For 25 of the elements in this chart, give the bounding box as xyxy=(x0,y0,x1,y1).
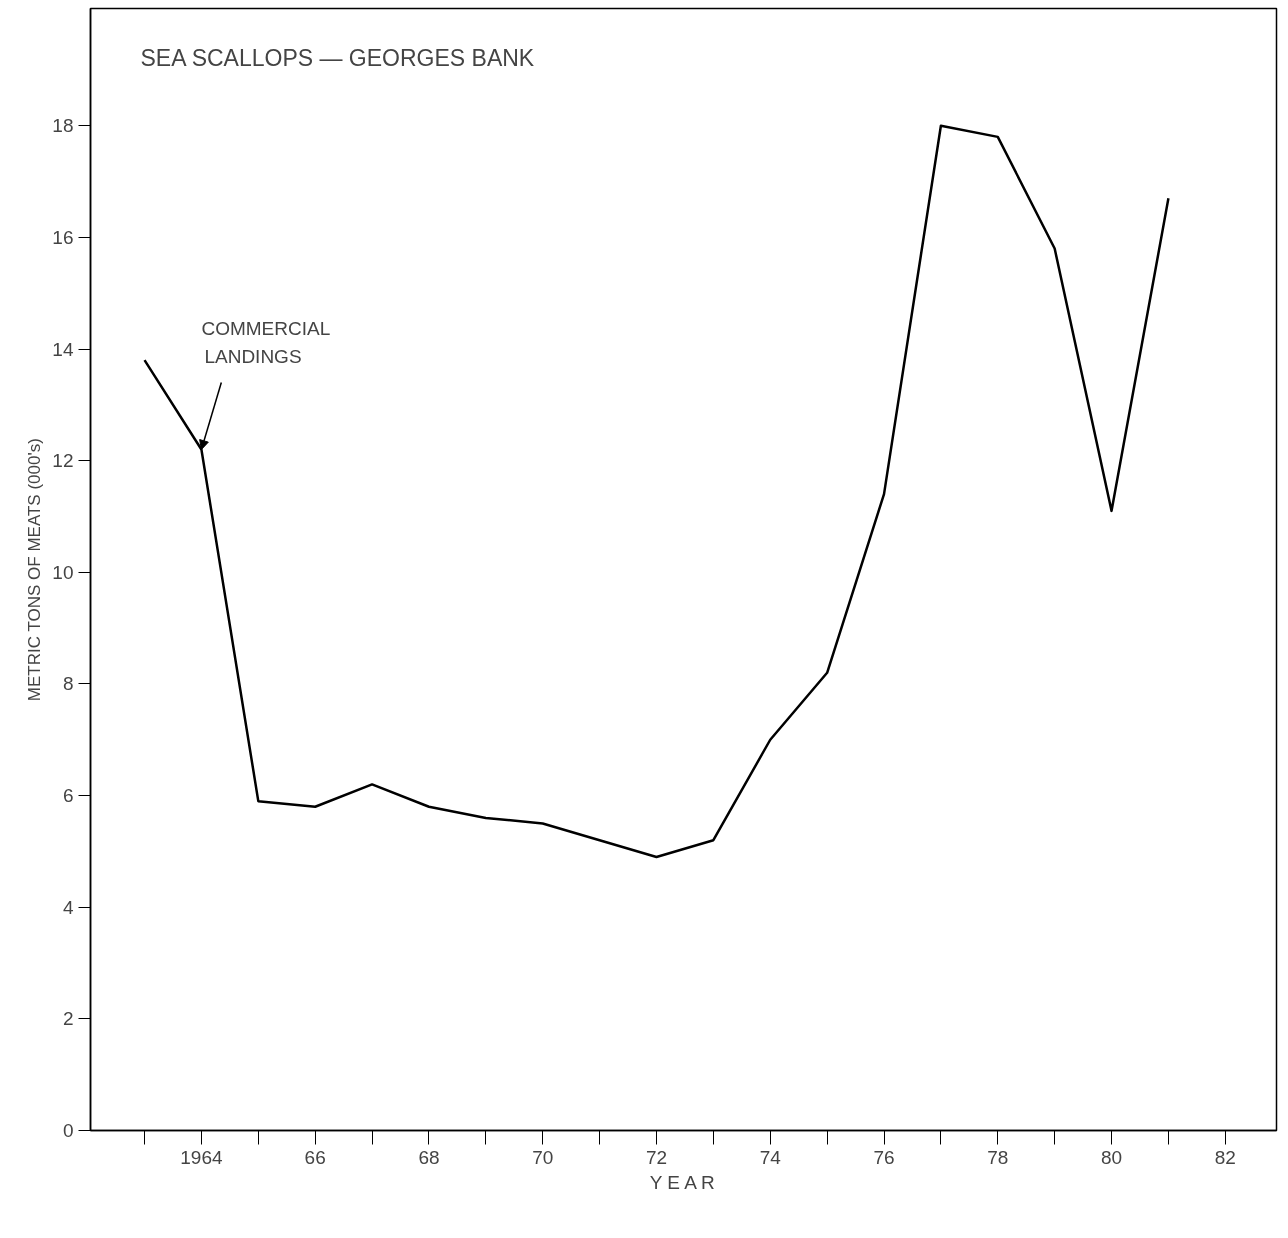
y-tick-label: 2 xyxy=(62,1008,74,1030)
x-tick-label: 76 xyxy=(873,1146,895,1168)
x-tick-label: 78 xyxy=(987,1146,1009,1168)
y-tick-label: 14 xyxy=(52,338,74,360)
x-tick-label: 72 xyxy=(645,1146,668,1168)
y-tick-label: 10 xyxy=(52,561,74,583)
x-tick-label: 80 xyxy=(1100,1146,1123,1168)
x-tick-label: 68 xyxy=(418,1146,440,1168)
x-tick-label: 66 xyxy=(304,1146,326,1168)
y-tick-label: 6 xyxy=(62,785,74,807)
annotation: COMMERCIAL LANDINGS xyxy=(201,318,331,368)
x-tick-label: 74 xyxy=(759,1146,782,1168)
y-tick-label: 12 xyxy=(52,450,74,472)
x-tick-label: 70 xyxy=(532,1146,554,1168)
line-series xyxy=(143,124,1170,859)
x-tick-label: 82 xyxy=(1214,1146,1236,1168)
y-tick-label: 16 xyxy=(52,226,74,248)
y-tick-label: 8 xyxy=(62,673,74,695)
y-tick-label: 18 xyxy=(52,115,74,137)
y-tick-label: 4 xyxy=(62,896,74,918)
y-tick-label: 0 xyxy=(62,1120,74,1141)
x-tick-label: 1964 xyxy=(180,1146,223,1168)
x-axis-title: Y E A R xyxy=(649,1171,715,1193)
y-axis-title: METRIC TONS OF MEATS (000's) xyxy=(25,438,45,702)
text: SEA SCALLOPS — GEORGES BANK xyxy=(140,44,535,71)
